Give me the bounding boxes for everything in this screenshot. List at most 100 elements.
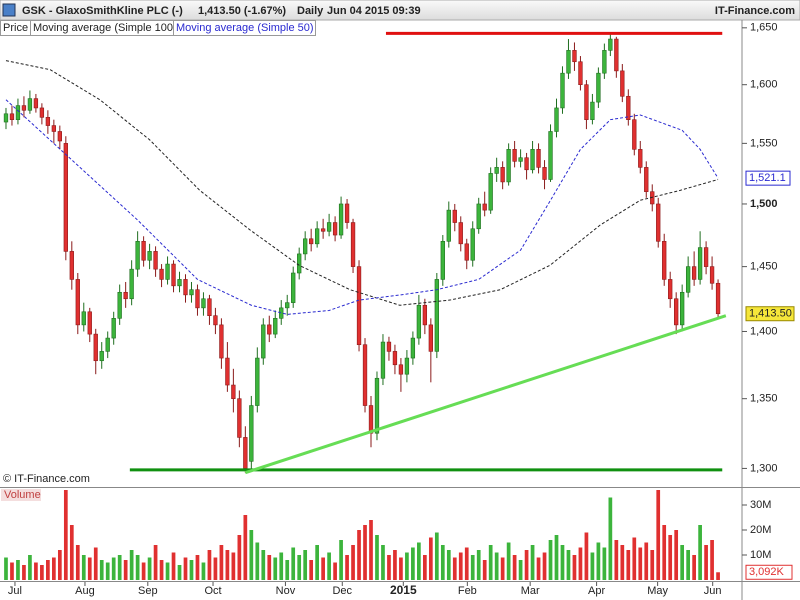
moving-average: [5, 99, 719, 315]
candle-body: [554, 107, 559, 132]
candle-body: [165, 263, 170, 280]
candle-body: [75, 279, 80, 326]
candle-body: [297, 253, 302, 274]
volume-bar: [369, 520, 373, 580]
volume-bar: [458, 552, 463, 580]
volume-bar: [704, 545, 708, 580]
candle-body: [680, 291, 685, 326]
volume-tick-label: 10M: [750, 549, 771, 561]
volume-bar: [405, 552, 409, 580]
candle-body: [596, 72, 601, 103]
candle-body: [470, 228, 475, 261]
candle-body: [512, 149, 517, 162]
volume-bar: [81, 555, 86, 580]
y-tick-label: 1,350: [750, 393, 778, 405]
candle-body: [344, 203, 350, 223]
candle-body: [225, 357, 230, 386]
volume-bar: [560, 545, 565, 580]
volume-bar: [524, 550, 529, 580]
candle-body: [255, 357, 260, 406]
candle-body: [51, 125, 57, 132]
candle-body: [608, 38, 613, 51]
volume-bar: [159, 560, 164, 580]
candle-body: [506, 149, 511, 183]
candle-body: [368, 405, 374, 434]
candle-body: [380, 341, 386, 379]
volume-bar: [375, 535, 379, 580]
volume-bar: [411, 547, 415, 580]
volume-bar: [273, 557, 278, 580]
volume-label: Volume: [4, 489, 41, 501]
period: Daily: [297, 5, 324, 17]
candle-body: [572, 50, 577, 63]
volume-bar: [602, 547, 607, 580]
volume-bar: [644, 542, 649, 580]
ma-last-label: 1,521.1: [749, 172, 786, 184]
x-tick-label: Sep: [138, 585, 158, 597]
volume-bar: [213, 557, 218, 580]
y-tick-label: 1,300: [750, 462, 778, 474]
candle-body: [249, 405, 254, 462]
volume-bar: [255, 542, 260, 580]
candle-body: [303, 238, 308, 255]
volume-bar: [153, 545, 158, 580]
volume-bar: [381, 545, 385, 580]
volume-bar: [303, 550, 308, 580]
candle-body: [195, 289, 200, 309]
volume-bar: [16, 560, 20, 580]
volume-bar: [488, 545, 493, 580]
volume-bar: [351, 545, 355, 580]
candle-body: [446, 209, 451, 242]
candle-body: [111, 318, 116, 339]
volume-bar: [656, 490, 661, 580]
volume-bar: [111, 557, 116, 580]
volume-bar: [135, 555, 140, 580]
candle-body: [141, 241, 146, 261]
candle-body: [237, 398, 242, 438]
candle-body: [602, 50, 607, 74]
volume-bar: [387, 555, 391, 580]
legend-box[interactable]: [173, 20, 316, 36]
volume-bar: [183, 557, 188, 580]
volume-bar: [69, 525, 74, 580]
volume-bar: [686, 550, 691, 580]
volume-bar: [632, 537, 637, 580]
volume-bar: [422, 555, 427, 580]
price-last-box: [745, 306, 795, 322]
volume-bar: [34, 562, 38, 580]
x-tick-label: Jul: [8, 585, 22, 597]
candle-body: [219, 324, 224, 359]
candle-body: [33, 98, 39, 109]
volume-bar: [75, 545, 80, 580]
candle-body: [9, 113, 15, 120]
candle-body: [183, 279, 188, 296]
volume-bar: [321, 557, 325, 580]
candle-body: [159, 268, 164, 280]
candle-body: [518, 157, 523, 162]
copyright: © IT-Finance.com: [3, 473, 90, 485]
x-tick-label: Oct: [204, 585, 221, 597]
candle-body: [428, 324, 433, 352]
candle-body: [123, 291, 128, 300]
candle-body: [482, 203, 487, 211]
volume-bar: [596, 542, 601, 580]
y-tick-label: 1,400: [750, 325, 778, 337]
x-tick-label: 2015: [390, 583, 417, 597]
volume-bar: [536, 557, 541, 580]
x-tick-label: May: [647, 585, 668, 597]
y-tick-label: 1,450: [750, 261, 778, 273]
volume-bar: [572, 555, 577, 580]
x-tick-label: Dec: [332, 585, 352, 597]
candle-body: [63, 143, 68, 252]
volume-bar: [710, 540, 714, 580]
candle-body: [350, 222, 356, 267]
candle-body: [213, 315, 218, 326]
candle-body: [69, 251, 74, 280]
candle-body: [45, 117, 51, 126]
candle-body: [314, 228, 320, 245]
volume-bar: [93, 547, 98, 580]
volume-bar: [4, 557, 8, 580]
volume-bar: [566, 550, 571, 580]
candle-body: [464, 243, 469, 261]
volume-bar: [345, 555, 349, 580]
